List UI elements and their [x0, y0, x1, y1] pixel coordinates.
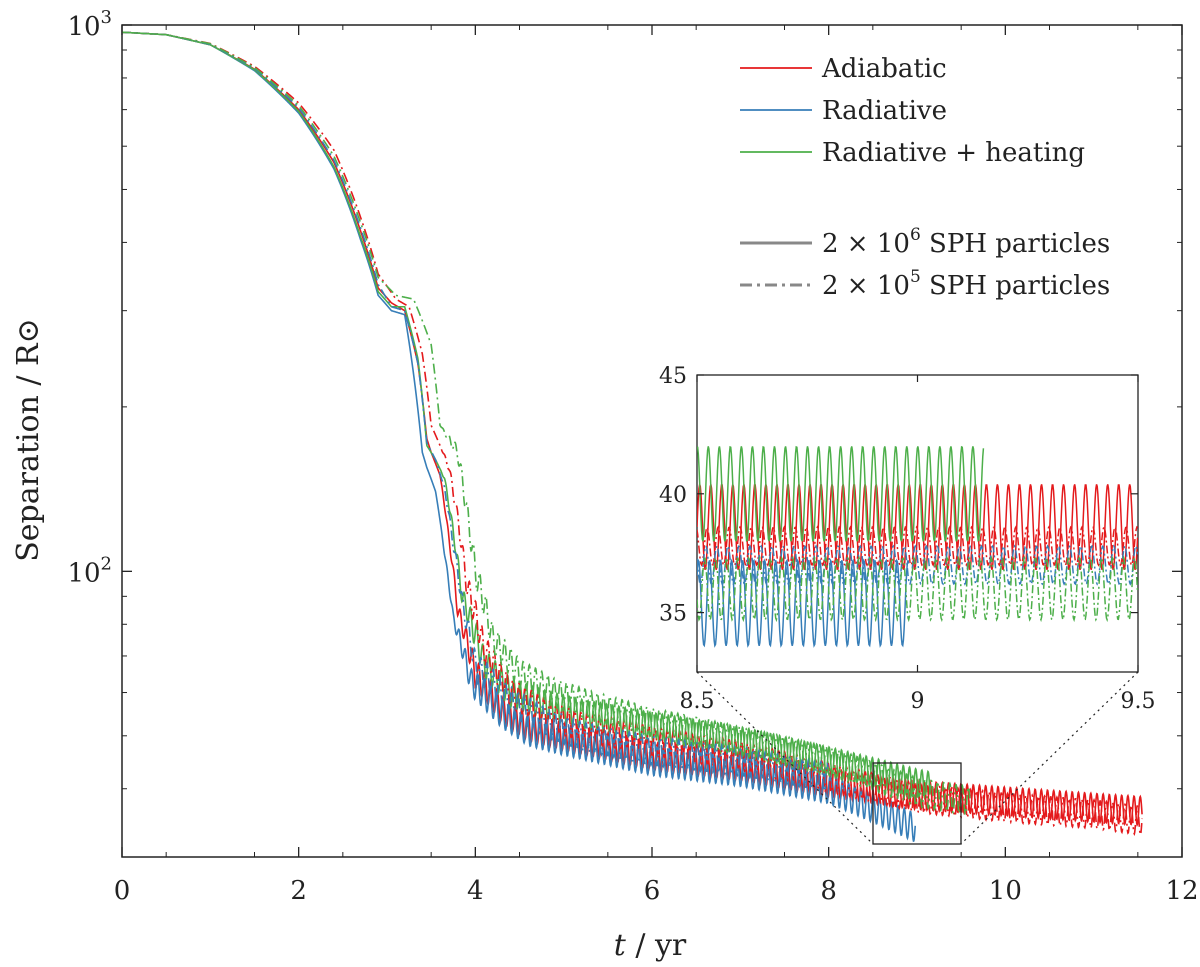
x-tick-label: 10 [989, 876, 1022, 906]
zoom-connector-right [960, 671, 1139, 845]
x-tick-label: 2 [290, 876, 307, 906]
inset-y-tick-label: 40 [659, 483, 687, 508]
y-axis: 103 102 [67, 7, 1182, 790]
y-axis-title: Separation / R⊙ [11, 318, 46, 562]
inset-x-tick-label: 8.5 [680, 689, 715, 714]
series-line-radiative-heating2e5 [121, 31, 971, 817]
main-series-group [121, 31, 1143, 843]
y-tick-label: 102 [67, 553, 112, 588]
inset-x-tick-label: 9 [911, 689, 925, 714]
inset-y-tick-label: 35 [659, 602, 687, 627]
zoom-connector-left [696, 671, 874, 845]
zoom-box [872, 762, 962, 845]
inset-series-line [697, 558, 910, 648]
inset-axes: 8.5 9 9.5 35 40 45 [659, 364, 1156, 714]
legend-label: Radiative [822, 96, 947, 126]
legend: Adiabatic Radiative Radiative + heating 2 ×… [740, 54, 1110, 301]
x-axis-var: t [614, 928, 627, 963]
inset-x-tick-label: 9.5 [1121, 689, 1156, 714]
inset-series-group [697, 445, 1138, 648]
inset-y-tick-label: 45 [659, 364, 687, 389]
x-axis-title: t / yr [614, 928, 687, 963]
x-tick-label: 12 [1165, 876, 1198, 906]
inset-series-line [697, 544, 1138, 586]
legend-label: Radiative + heating [822, 138, 1085, 168]
inset-series-line [697, 555, 1138, 623]
legend-style-label: 2 × 105 SPH particles [822, 267, 1110, 301]
x-tick-label: 4 [467, 876, 484, 906]
x-tick-label: 8 [820, 876, 837, 906]
x-axis-unit: / yr [626, 928, 687, 963]
x-tick-label: 0 [114, 876, 131, 906]
y-tick-label: 103 [67, 7, 112, 42]
inset-series-line [697, 445, 985, 542]
inset-series-line [697, 525, 1138, 567]
legend-label: Adiabatic [821, 54, 947, 84]
series-line-radiative2e5 [121, 31, 830, 794]
legend-style-label: 2 × 106 SPH particles [822, 225, 1110, 259]
series-line-adiabatic2e5 [121, 31, 1143, 837]
x-tick-label: 6 [644, 876, 661, 906]
x-axis: 0 2 4 6 8 10 12 [114, 25, 1199, 906]
